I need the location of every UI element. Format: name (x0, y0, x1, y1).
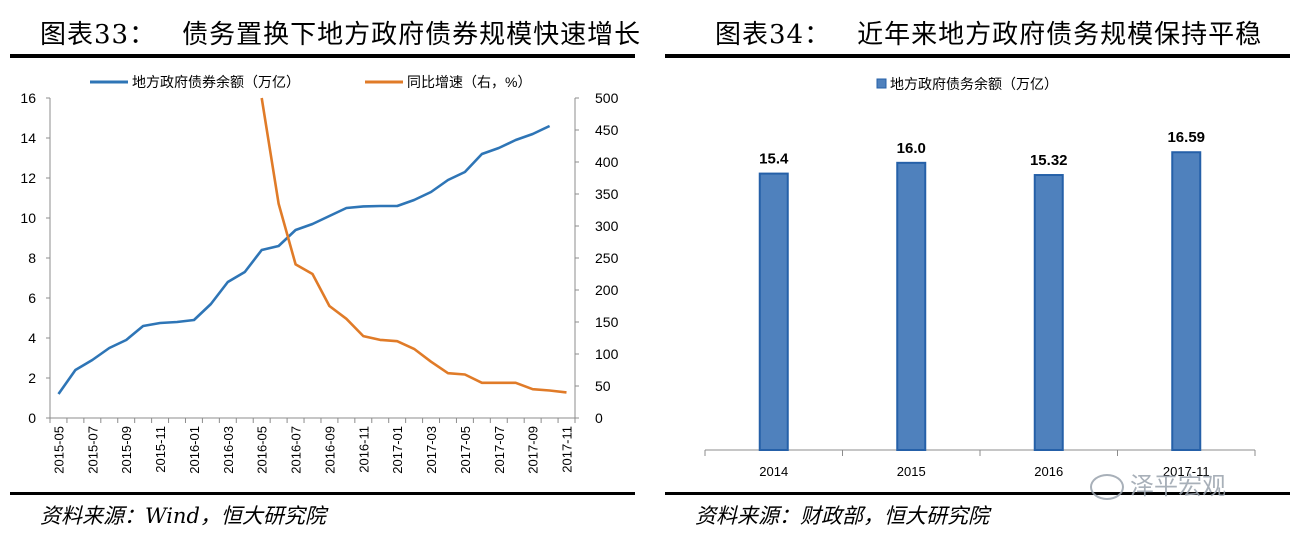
right-figure-panel: 图表34： 近年来地方政府债务规模保持平稳 15.4 2014 16.0 2015 15.… (665, 0, 1290, 540)
series-line-yoy-growth (260, 97, 567, 394)
x-tick-label: 2016-05 (255, 426, 270, 474)
watermark: 泽平宏观 (1090, 466, 1226, 501)
bar (1033, 174, 1064, 452)
right-y-tick-label: 100 (595, 346, 619, 362)
x-tick-label: 2016-09 (322, 426, 337, 474)
right-y-tick-label: 0 (595, 410, 603, 426)
bar-data-label: 16.59 (1167, 129, 1205, 146)
x-tick-label: 2016 (1034, 464, 1063, 479)
right-source-note: 资料来源：财政部，恒大研究院 (695, 504, 989, 528)
right-y-tick-label: 200 (595, 282, 619, 298)
wechat-icon (1090, 474, 1124, 500)
x-tick-label: 2016-01 (187, 426, 202, 474)
x-tick-label: 2017-03 (424, 426, 439, 474)
x-tick-label: 2017-07 (492, 426, 507, 474)
right-y-tick-label: 500 (595, 90, 619, 106)
watermark-text: 泽平宏观 (1130, 472, 1226, 500)
bar-data-label: 15.32 (1030, 152, 1068, 169)
x-tick-label: 2017-01 (390, 426, 405, 474)
left-figure-number: 图表33： (40, 20, 157, 50)
x-tick-label: 2015-07 (85, 426, 100, 474)
left-y-tick-label: 2 (28, 370, 36, 386)
x-tick-label: 2015-05 (51, 426, 66, 474)
bar-data-label: 15.4 (759, 151, 789, 168)
left-y-tick-label: 16 (20, 90, 36, 106)
left-figure-title: 图表33： 债务置换下地方政府债券规模快速增长 (40, 14, 641, 51)
right-figure-title-text: 近年来地方政府债务规模保持平稳 (857, 20, 1263, 50)
right-y-tick-label: 400 (595, 154, 619, 170)
left-y-tick-label: 0 (28, 410, 36, 426)
x-tick-label: 2016-11 (356, 426, 371, 473)
right-y-tick-label: 350 (595, 186, 619, 202)
right-top-rule (665, 54, 1290, 58)
legend-label-yoy-growth: 同比增速（右，%） (407, 74, 531, 90)
legend-label-debt: 地方政府债务余额（万亿） (890, 76, 1058, 92)
bar (896, 161, 927, 451)
bar (758, 172, 789, 451)
left-y-tick-label: 8 (28, 250, 36, 266)
x-tick-label: 2015-09 (119, 426, 134, 474)
left-y-tick-label: 12 (20, 170, 36, 186)
legend-label-debt-balance: 地方政府债券余额（万亿） (132, 74, 300, 90)
bar-data-label: 16.0 (897, 140, 926, 157)
right-figure-title: 图表34： 近年来地方政府债务规模保持平稳 (715, 14, 1262, 51)
left-figure-panel: 图表33： 债务置换下地方政府债券规模快速增长 0 2 4 6 8 10 12 14 16 0 50 1… (10, 0, 640, 540)
left-y-tick-label: 6 (28, 290, 36, 306)
left-y-tick-label: 10 (20, 210, 36, 226)
x-tick-label: 2017-11 (1163, 464, 1210, 479)
x-tick-label: 2017-09 (526, 426, 541, 474)
right-y-tick-label: 450 (595, 122, 619, 138)
right-bottom-rule (665, 492, 1290, 495)
left-y-tick-label: 14 (20, 130, 36, 146)
right-figure-number: 图表34： (715, 20, 832, 50)
x-tick-label: 2014 (759, 464, 788, 479)
bar (1171, 151, 1202, 451)
line-chart: 0 2 4 6 8 10 12 14 16 0 50 100 150 200 250 300 350 400 450… (20, 74, 619, 474)
left-figure-title-text: 债务置换下地方政府债券规模快速增长 (182, 20, 642, 50)
legend-swatch-debt (876, 78, 887, 89)
left-source-note: 资料来源：Wind，恒大研究院 (40, 504, 326, 528)
x-tick-label: 2015 (897, 464, 926, 479)
bar-chart: 15.4 2014 16.0 2015 15.32 2016 16.59 2017-11 地方政… (704, 76, 1256, 479)
series-line-debt-balance (57, 124, 551, 395)
right-y-tick-label: 50 (595, 378, 611, 394)
x-tick-label: 2017-11 (560, 426, 575, 473)
right-y-tick-label: 150 (595, 314, 619, 330)
left-top-rule (10, 54, 635, 58)
x-tick-label: 2017-05 (458, 426, 473, 474)
x-tick-label: 2016-07 (289, 426, 304, 474)
right-y-tick-label: 250 (595, 250, 619, 266)
right-y-tick-label: 300 (595, 218, 619, 234)
x-tick-label: 2015-11 (153, 426, 168, 473)
left-bottom-rule (10, 492, 635, 495)
x-tick-label: 2016-03 (221, 426, 236, 474)
left-y-tick-label: 4 (28, 330, 36, 346)
